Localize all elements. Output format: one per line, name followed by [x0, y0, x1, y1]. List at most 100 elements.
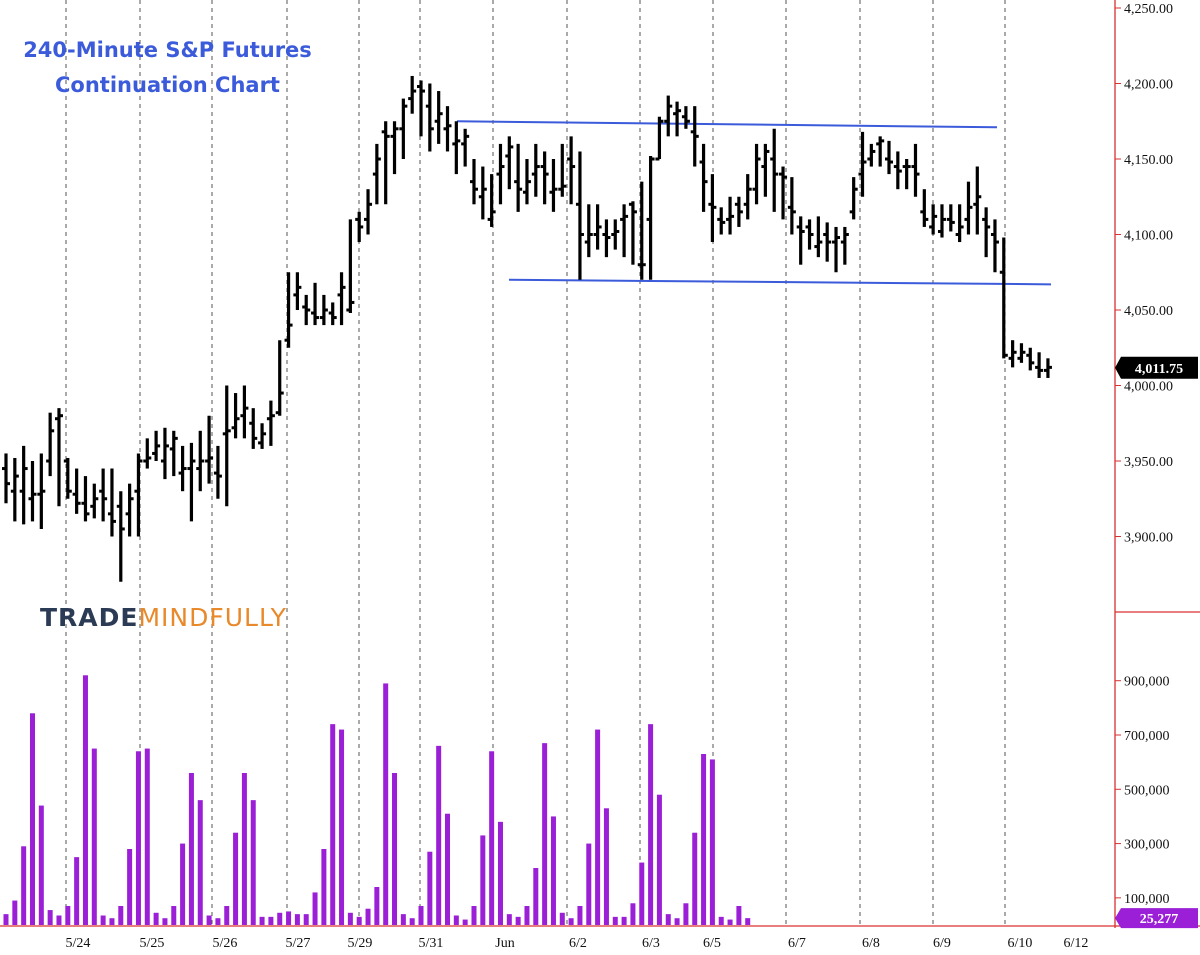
volume-bar	[109, 918, 115, 925]
volume-bar	[621, 916, 627, 925]
date-label: 6/5	[703, 936, 721, 951]
price-bar	[929, 204, 938, 235]
price-bar	[425, 83, 434, 152]
price-bar	[107, 468, 116, 537]
price-bar	[337, 272, 346, 326]
volume-bar	[595, 729, 601, 925]
volume-bar	[436, 745, 442, 925]
volume-bar	[506, 914, 512, 925]
volume-bar	[56, 915, 62, 925]
volume-bar	[524, 906, 530, 925]
price-bar	[990, 219, 999, 273]
volume-bar	[497, 821, 503, 925]
volume-bar	[542, 743, 548, 925]
price-bar	[673, 101, 682, 137]
price-bar	[399, 98, 408, 159]
price-bar	[681, 106, 690, 129]
volume-bar	[533, 868, 539, 925]
price-bar	[1017, 343, 1026, 363]
price-bar	[125, 483, 134, 537]
volume-bar	[692, 832, 698, 925]
volume-bar	[383, 683, 389, 925]
date-label: 5/25	[140, 936, 165, 951]
price-bar	[920, 189, 929, 227]
price-bar	[372, 143, 381, 205]
volume-bar	[330, 724, 336, 925]
price-bar	[302, 294, 311, 326]
price-bar	[902, 159, 911, 190]
price-bar	[1008, 340, 1017, 368]
price-bar	[999, 237, 1008, 359]
date-label: 6/7	[788, 936, 806, 951]
last-price-badge	[1115, 356, 1198, 379]
price-bar	[364, 189, 373, 235]
volume-bar	[294, 914, 300, 925]
price-bar	[37, 453, 46, 529]
volume-bar	[745, 918, 751, 925]
volume-tick-label: 900,000	[1124, 675, 1170, 690]
price-bar	[46, 412, 55, 477]
price-bar	[178, 445, 187, 492]
volume-bar	[233, 832, 239, 925]
price-bar	[99, 468, 108, 522]
price-bar	[867, 143, 876, 167]
price-bar	[567, 136, 576, 205]
volume-bar	[100, 915, 106, 925]
volume-tick-label: 700,000	[1124, 729, 1170, 744]
volume-bar	[515, 916, 521, 925]
price-bar	[814, 216, 823, 258]
volume-bar	[674, 918, 680, 925]
price-bar	[743, 174, 752, 220]
price-bar	[628, 201, 637, 265]
price-bar	[752, 143, 761, 205]
price-bar	[690, 106, 699, 167]
volume-bar	[259, 916, 265, 925]
volume-bar	[701, 754, 707, 925]
volume-bar	[12, 900, 18, 925]
trade-mindfully-logo: TRADEMINDFULLY	[40, 603, 287, 632]
volume-bar	[241, 773, 247, 925]
price-bar	[452, 121, 461, 175]
trend-lines	[456, 120, 1052, 286]
volume-bar	[118, 906, 124, 925]
price-bar	[355, 211, 364, 243]
volume-bar	[38, 805, 44, 925]
price-bar	[434, 91, 443, 144]
volume-bar	[162, 918, 168, 925]
volume-bar	[577, 906, 583, 925]
volume-bar	[303, 914, 309, 925]
price-tick-label: 3,950.00	[1124, 455, 1173, 470]
volume-bar	[656, 794, 662, 925]
price-bar	[955, 204, 964, 243]
price-bar	[946, 204, 955, 232]
volume-bar	[197, 800, 203, 925]
volume-bar	[400, 914, 406, 925]
volume-bar	[409, 918, 415, 925]
volume-bar	[612, 916, 618, 925]
price-bar	[143, 438, 152, 469]
price-bar	[964, 181, 973, 235]
price-tick-label: 4,100.00	[1124, 229, 1173, 244]
price-bar	[408, 75, 417, 114]
price-bar	[81, 476, 90, 522]
price-bar	[620, 204, 629, 258]
price-bar	[134, 453, 143, 537]
price-bar	[1026, 347, 1035, 371]
price-bar	[205, 415, 214, 484]
volume-bar	[171, 906, 177, 925]
volume-bar	[603, 808, 609, 925]
date-label: 5/31	[419, 936, 444, 951]
price-bar	[443, 106, 452, 152]
price-bar	[849, 177, 858, 220]
date-label: 5/29	[348, 936, 373, 951]
volume-bar	[568, 918, 574, 925]
price-bar	[10, 457, 19, 522]
price-bar	[258, 423, 267, 449]
volume-bar	[648, 724, 654, 925]
price-bar	[611, 219, 620, 250]
price-bar	[973, 166, 982, 235]
volume-bar	[374, 887, 380, 925]
price-bar	[717, 207, 726, 235]
volume-bar	[180, 843, 186, 925]
price-bar	[876, 136, 885, 167]
